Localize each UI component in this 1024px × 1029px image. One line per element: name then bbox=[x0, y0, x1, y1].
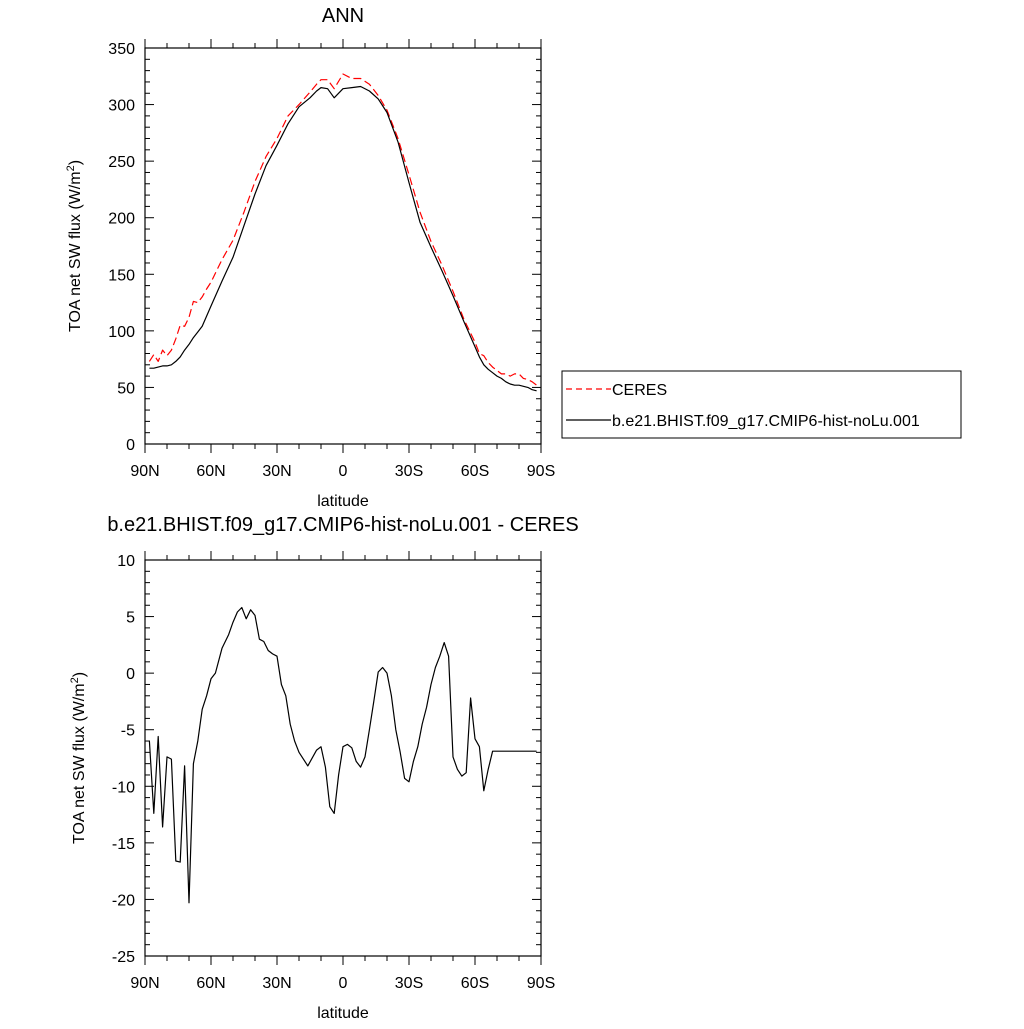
y-tick-label: 350 bbox=[108, 41, 135, 58]
x-tick-label: 90S bbox=[527, 463, 555, 480]
y-tick-label: 5 bbox=[126, 610, 135, 627]
series-line-model bbox=[149, 85, 537, 392]
y-tick-label: 0 bbox=[126, 666, 135, 683]
plot-frame bbox=[144, 559, 542, 957]
y-tick-labels: -25 -20 -15 -10 -5 0 5 10 bbox=[112, 553, 135, 966]
y-tick-label: 0 bbox=[126, 437, 135, 454]
legend-box bbox=[561, 370, 962, 439]
y-tick-label: 200 bbox=[108, 211, 135, 228]
x-tick-label: 90S bbox=[527, 975, 555, 992]
chart-title: b.e21.BHIST.f09_g17.CMIP6-hist-noLu.001 … bbox=[107, 514, 578, 536]
series-line-ceres bbox=[148, 73, 537, 386]
x-tick-label: 60S bbox=[461, 463, 489, 480]
x-axis-label: latitude bbox=[317, 1005, 369, 1022]
x-tick-labels: 90N 60N 30N 0 30S 60S 90S bbox=[130, 975, 555, 992]
series-lines bbox=[148, 606, 537, 904]
y-tick-label: -20 bbox=[112, 892, 135, 909]
x-tick-label: 30N bbox=[262, 463, 291, 480]
chart-title: ANN bbox=[322, 5, 364, 27]
y-tick-label: 50 bbox=[117, 380, 135, 397]
y-tick-label: 250 bbox=[108, 154, 135, 171]
axis-ticks bbox=[144, 551, 542, 965]
chart-difference: b.e21.BHIST.f09_g17.CMIP6-hist-noLu.001 … bbox=[69, 514, 579, 1022]
y-axis-label: TOA net SW flux (W/m2) bbox=[69, 672, 88, 844]
x-tick-label: 90N bbox=[130, 463, 159, 480]
y-tick-label: -10 bbox=[112, 779, 135, 796]
x-axis-label: latitude bbox=[317, 493, 369, 510]
series-line-difference bbox=[148, 606, 537, 904]
x-tick-label: 30S bbox=[395, 463, 423, 480]
series-lines bbox=[148, 73, 537, 392]
x-tick-labels: 90N 60N 30N 0 30S 60S 90S bbox=[130, 463, 555, 480]
legend-model-label: b.e21.BHIST.f09_g17.CMIP6-hist-noLu.001 bbox=[612, 413, 920, 430]
legend-ceres-label: CERES bbox=[612, 382, 667, 399]
y-tick-label: -5 bbox=[121, 723, 135, 740]
x-tick-label: 60S bbox=[461, 975, 489, 992]
x-tick-label: 0 bbox=[339, 975, 348, 992]
y-tick-label: 150 bbox=[108, 267, 135, 284]
plot-frame bbox=[144, 47, 542, 445]
x-tick-label: 0 bbox=[339, 463, 348, 480]
y-tick-label: -15 bbox=[112, 836, 135, 853]
y-tick-label: -25 bbox=[112, 949, 135, 966]
x-tick-label: 60N bbox=[196, 463, 225, 480]
x-tick-label: 30S bbox=[395, 975, 423, 992]
axis-ticks bbox=[144, 39, 542, 453]
chart-annual: ANN 0 50 100 150 200 250 300 350 90N 60N 30N 0 30S 6… bbox=[65, 5, 962, 510]
y-tick-label: 10 bbox=[117, 553, 135, 570]
x-tick-label: 30N bbox=[262, 975, 291, 992]
x-tick-label: 90N bbox=[130, 975, 159, 992]
y-tick-labels: 0 50 100 150 200 250 300 350 bbox=[108, 41, 135, 454]
y-tick-label: 300 bbox=[108, 98, 135, 115]
y-axis-label: TOA net SW flux (W/m2) bbox=[65, 160, 84, 332]
legend: CERES b.e21.BHIST.f09_g17.CMIP6-hist-noL… bbox=[561, 370, 962, 439]
y-tick-label: 100 bbox=[108, 324, 135, 341]
x-tick-label: 60N bbox=[196, 975, 225, 992]
